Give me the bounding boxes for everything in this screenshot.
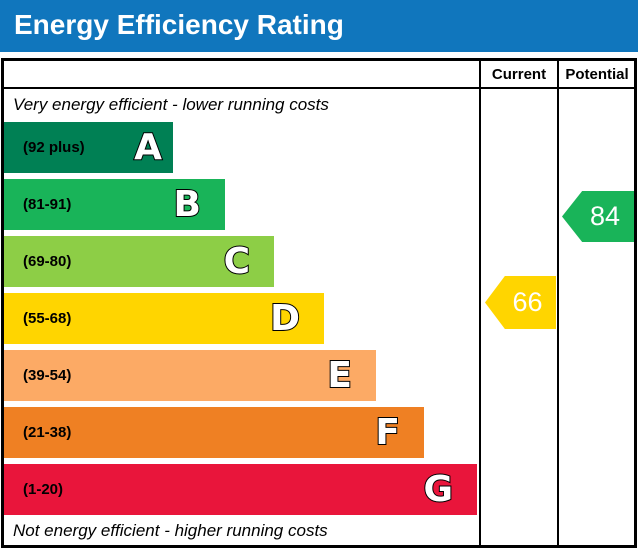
chart-table-border (1, 58, 637, 548)
band-b-range-label: (81-91) (23, 196, 72, 213)
band-f-range-label: (21-38) (23, 424, 72, 441)
caption-very-efficient: Very energy efficient - lower running co… (13, 95, 329, 114)
band-g-letter: G (422, 468, 454, 511)
band-c-range-label: (69-80) (23, 253, 72, 270)
column-header-current: Current (491, 65, 547, 83)
band-c: (69-80) C (4, 236, 274, 287)
band-g-range-label: (1-20) (23, 481, 64, 498)
chart-title: Energy Efficiency Rating (14, 9, 344, 40)
band-e-letter: E (326, 354, 353, 397)
band-b: (81-91) B (4, 179, 225, 230)
current-rating-value: 66 (512, 287, 543, 317)
caption-not-efficient: Not energy efficient - higher running co… (13, 521, 328, 540)
band-e-range-label: (39-54) (23, 367, 72, 384)
band-d-range-label: (55-68) (23, 310, 72, 327)
band-a: (92 plus) A (4, 122, 173, 173)
band-d-letter: D (269, 297, 301, 340)
band-g: (1-20) G (4, 464, 477, 515)
band-f: (21-38) F (4, 407, 424, 458)
band-b-letter: B (173, 183, 202, 226)
band-a-letter: A (133, 126, 163, 169)
current-column-divider (479, 58, 481, 548)
band-c-letter: C (223, 240, 251, 283)
band-a-range-label: (92 plus) (23, 139, 85, 156)
potential-column-divider (557, 58, 559, 548)
band-e: (39-54) E (4, 350, 376, 401)
column-header-potential: Potential (565, 65, 629, 83)
potential-rating-value: 84 (589, 201, 621, 231)
band-d: (55-68) D (4, 293, 324, 344)
potential-rating-arrow: 84 (562, 191, 634, 242)
band-f-letter: F (374, 411, 401, 454)
header-row-divider (1, 87, 637, 89)
chart-title-bar: Energy Efficiency Rating (0, 0, 638, 52)
